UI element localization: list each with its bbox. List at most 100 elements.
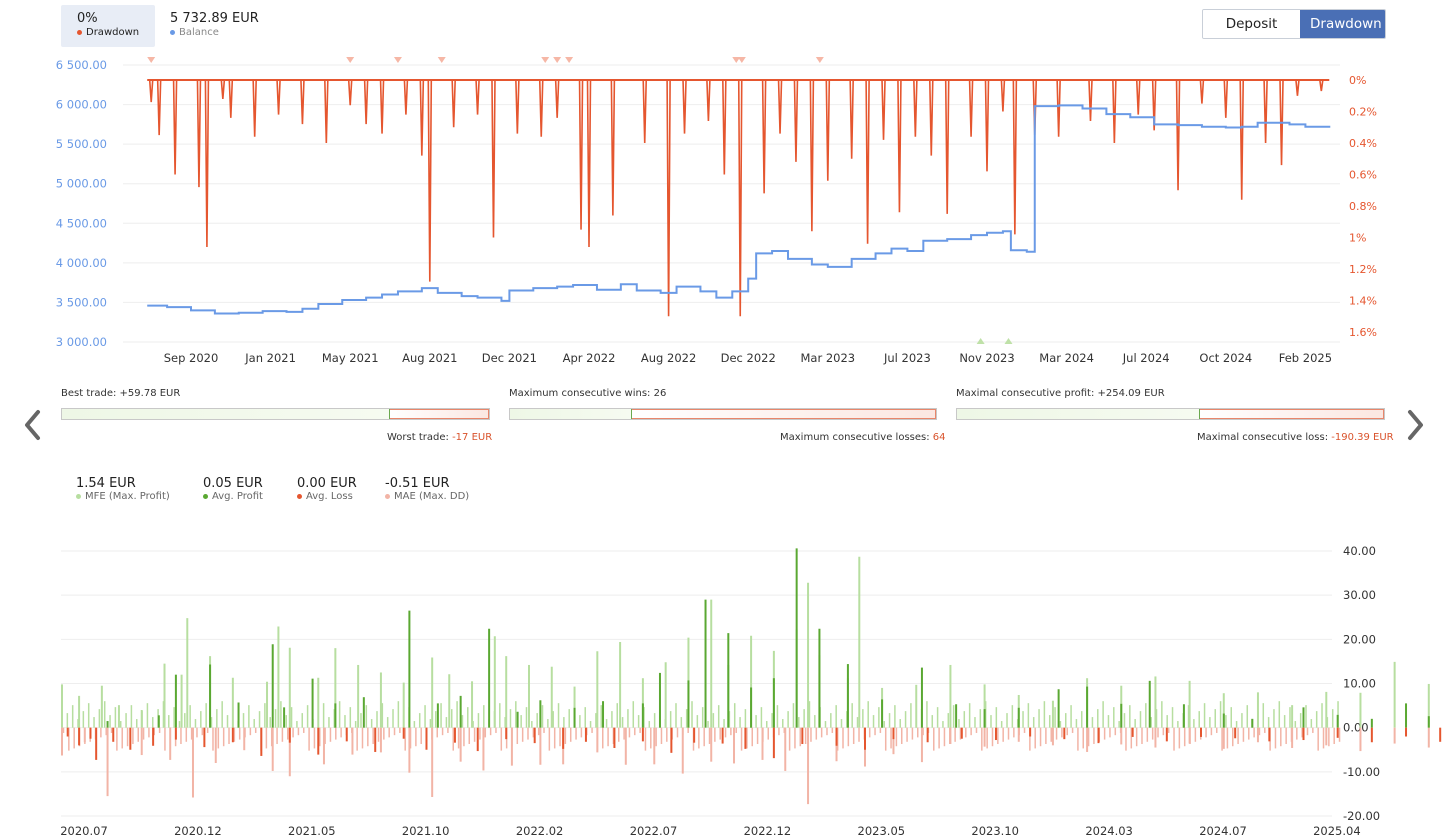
mfe-dot-icon — [76, 494, 81, 499]
drawdown-spike — [1088, 79, 1093, 121]
drawdown-spike — [324, 79, 329, 144]
avg-loss-legend[interactable]: 0.00 EUR Avg. Loss — [297, 476, 357, 502]
drawdown-spike — [793, 79, 799, 162]
mae-value: -0.51 EUR — [385, 476, 450, 491]
drawdown-spike — [777, 79, 783, 134]
drawdown-spike — [347, 79, 353, 106]
max-cons-profit-label-text: Maximal consecutive profit: — [956, 388, 1095, 399]
worst-trade-bar-fill — [390, 409, 489, 419]
y-left-tick-label: 3 500.00 — [56, 295, 107, 309]
drawdown-marker-icon — [565, 57, 574, 63]
drawdown-spike — [1295, 79, 1300, 96]
drawdown-spike — [403, 79, 409, 115]
drawdown-spike — [252, 79, 257, 137]
drawdown-spike — [427, 79, 433, 282]
y-right-tick-label: 0.2% — [1349, 106, 1377, 119]
drawdown-spike — [1012, 79, 1018, 235]
drawdown-spike — [968, 79, 974, 137]
avg-profit-legend[interactable]: 0.05 EUR Avg. Profit — [203, 476, 263, 502]
drawdown-spike — [1151, 79, 1157, 131]
cons-loss-bar-fill — [1199, 409, 1384, 419]
max-cons-profit-value: +254.09 EUR — [1097, 388, 1165, 399]
x-tick-label: May 2021 — [322, 351, 379, 365]
x-tick-label: Jan 2021 — [244, 351, 296, 365]
prev-arrow-icon[interactable] — [23, 408, 43, 442]
mae-legend[interactable]: -0.51 EUR MAE (Max. DD) — [385, 476, 469, 502]
drawdown-spike — [220, 79, 226, 99]
balance-legend[interactable]: 5 732.89 EUR Balance — [170, 5, 280, 47]
max-cons-wins-label-text: Maximum consecutive wins: — [509, 388, 651, 399]
cons-losses-bar-fill — [632, 409, 936, 419]
x-tick-label: 2021.05 — [288, 824, 336, 838]
drawdown-spike — [379, 79, 385, 134]
y-tick-label: 20.00 — [1343, 632, 1376, 646]
drawdown-spike — [1263, 79, 1268, 144]
cons-profit-loss-bar — [956, 408, 1385, 420]
best-trade-label: Best trade: +59.78 EUR — [61, 388, 180, 399]
drawdown-spike — [148, 79, 154, 103]
x-tick-label: Sep 2020 — [164, 351, 219, 365]
x-tick-label: 2021.10 — [402, 824, 450, 838]
balance-line — [147, 104, 1331, 315]
x-tick-label: 2020.07 — [60, 824, 108, 838]
drawdown-spike — [1135, 79, 1141, 115]
y-right-tick-label: 0.6% — [1349, 169, 1377, 182]
avg-loss-dot-icon — [297, 494, 302, 499]
avg-profit-dot-icon — [203, 494, 208, 499]
avg-loss-label-text: Avg. Loss — [306, 491, 353, 502]
x-tick-label: 2022.07 — [630, 824, 678, 838]
drawdown-spike — [1223, 79, 1229, 118]
drawdown-spike — [363, 79, 369, 125]
drawdown-spike — [849, 79, 854, 159]
drawdown-spike — [722, 79, 727, 175]
x-tick-label: Apr 2022 — [563, 351, 616, 365]
drawdown-spike — [538, 79, 544, 137]
x-tick-label: Oct 2024 — [1199, 351, 1252, 365]
drawdown-spike — [1175, 79, 1181, 191]
drawdown-spike — [515, 79, 520, 134]
drawdown-spike — [1239, 79, 1245, 200]
avg-loss-label: Avg. Loss — [297, 491, 357, 502]
x-tick-label: Nov 2023 — [959, 351, 1014, 365]
avg-profit-value: 0.05 EUR — [203, 476, 263, 491]
mfe-legend[interactable]: 1.54 EUR MFE (Max. Profit) — [76, 476, 170, 502]
x-tick-label: 2020.12 — [174, 824, 222, 838]
x-tick-label: 2025.04 — [1313, 824, 1361, 838]
drawdown-value: 0% — [77, 11, 98, 26]
drawdown-marker-icon — [815, 57, 824, 63]
y-right-tick-label: 0.8% — [1349, 200, 1377, 213]
max-cons-loss-label-text: Maximal consecutive loss: — [1197, 432, 1329, 443]
x-tick-label: Dec 2022 — [721, 351, 776, 365]
mfe-value: 1.54 EUR — [76, 476, 136, 491]
y-tick-label: 40.00 — [1343, 544, 1376, 558]
next-arrow-icon[interactable] — [1405, 408, 1425, 442]
max-cons-loss-label: Maximal consecutive loss: -190.39 EUR — [1197, 432, 1394, 443]
drawdown-marker-icon — [737, 57, 746, 63]
x-tick-label: 2023.05 — [858, 824, 906, 838]
drawdown-marker-icon — [437, 57, 446, 63]
drawdown-spike — [761, 79, 767, 194]
drawdown-spike — [1279, 79, 1284, 166]
drawdown-spike — [642, 79, 648, 144]
drawdown-spike — [1056, 79, 1061, 137]
drawdown-spike — [984, 79, 990, 172]
drawdown-spike — [881, 79, 886, 140]
deposit-load-button[interactable]: Deposit load — [1203, 10, 1300, 38]
drawdown-spike — [419, 79, 425, 156]
drawdown-spike — [172, 79, 178, 175]
y-right-tick-label: 1.4% — [1349, 295, 1377, 308]
drawdown-spike — [451, 79, 456, 128]
drawdown-spike — [586, 79, 592, 247]
y-right-tick-label: 1% — [1349, 232, 1366, 245]
x-tick-label: Jul 2024 — [1122, 351, 1170, 365]
drawdown-legend[interactable]: 0% Drawdown — [61, 5, 155, 47]
x-tick-label: 2024.07 — [1199, 824, 1247, 838]
x-tick-label: Aug 2022 — [641, 351, 696, 365]
cons-wins-bar-fill — [510, 409, 633, 419]
max-cons-wins-label: Maximum consecutive wins: 26 — [509, 388, 666, 399]
y-left-tick-label: 6 000.00 — [56, 98, 107, 112]
y-tick-label: 30.00 — [1343, 588, 1376, 602]
drawdown-spike — [706, 79, 711, 121]
drawdown-button[interactable]: Drawdown — [1300, 10, 1385, 38]
y-tick-label: 0.00 — [1343, 721, 1369, 735]
